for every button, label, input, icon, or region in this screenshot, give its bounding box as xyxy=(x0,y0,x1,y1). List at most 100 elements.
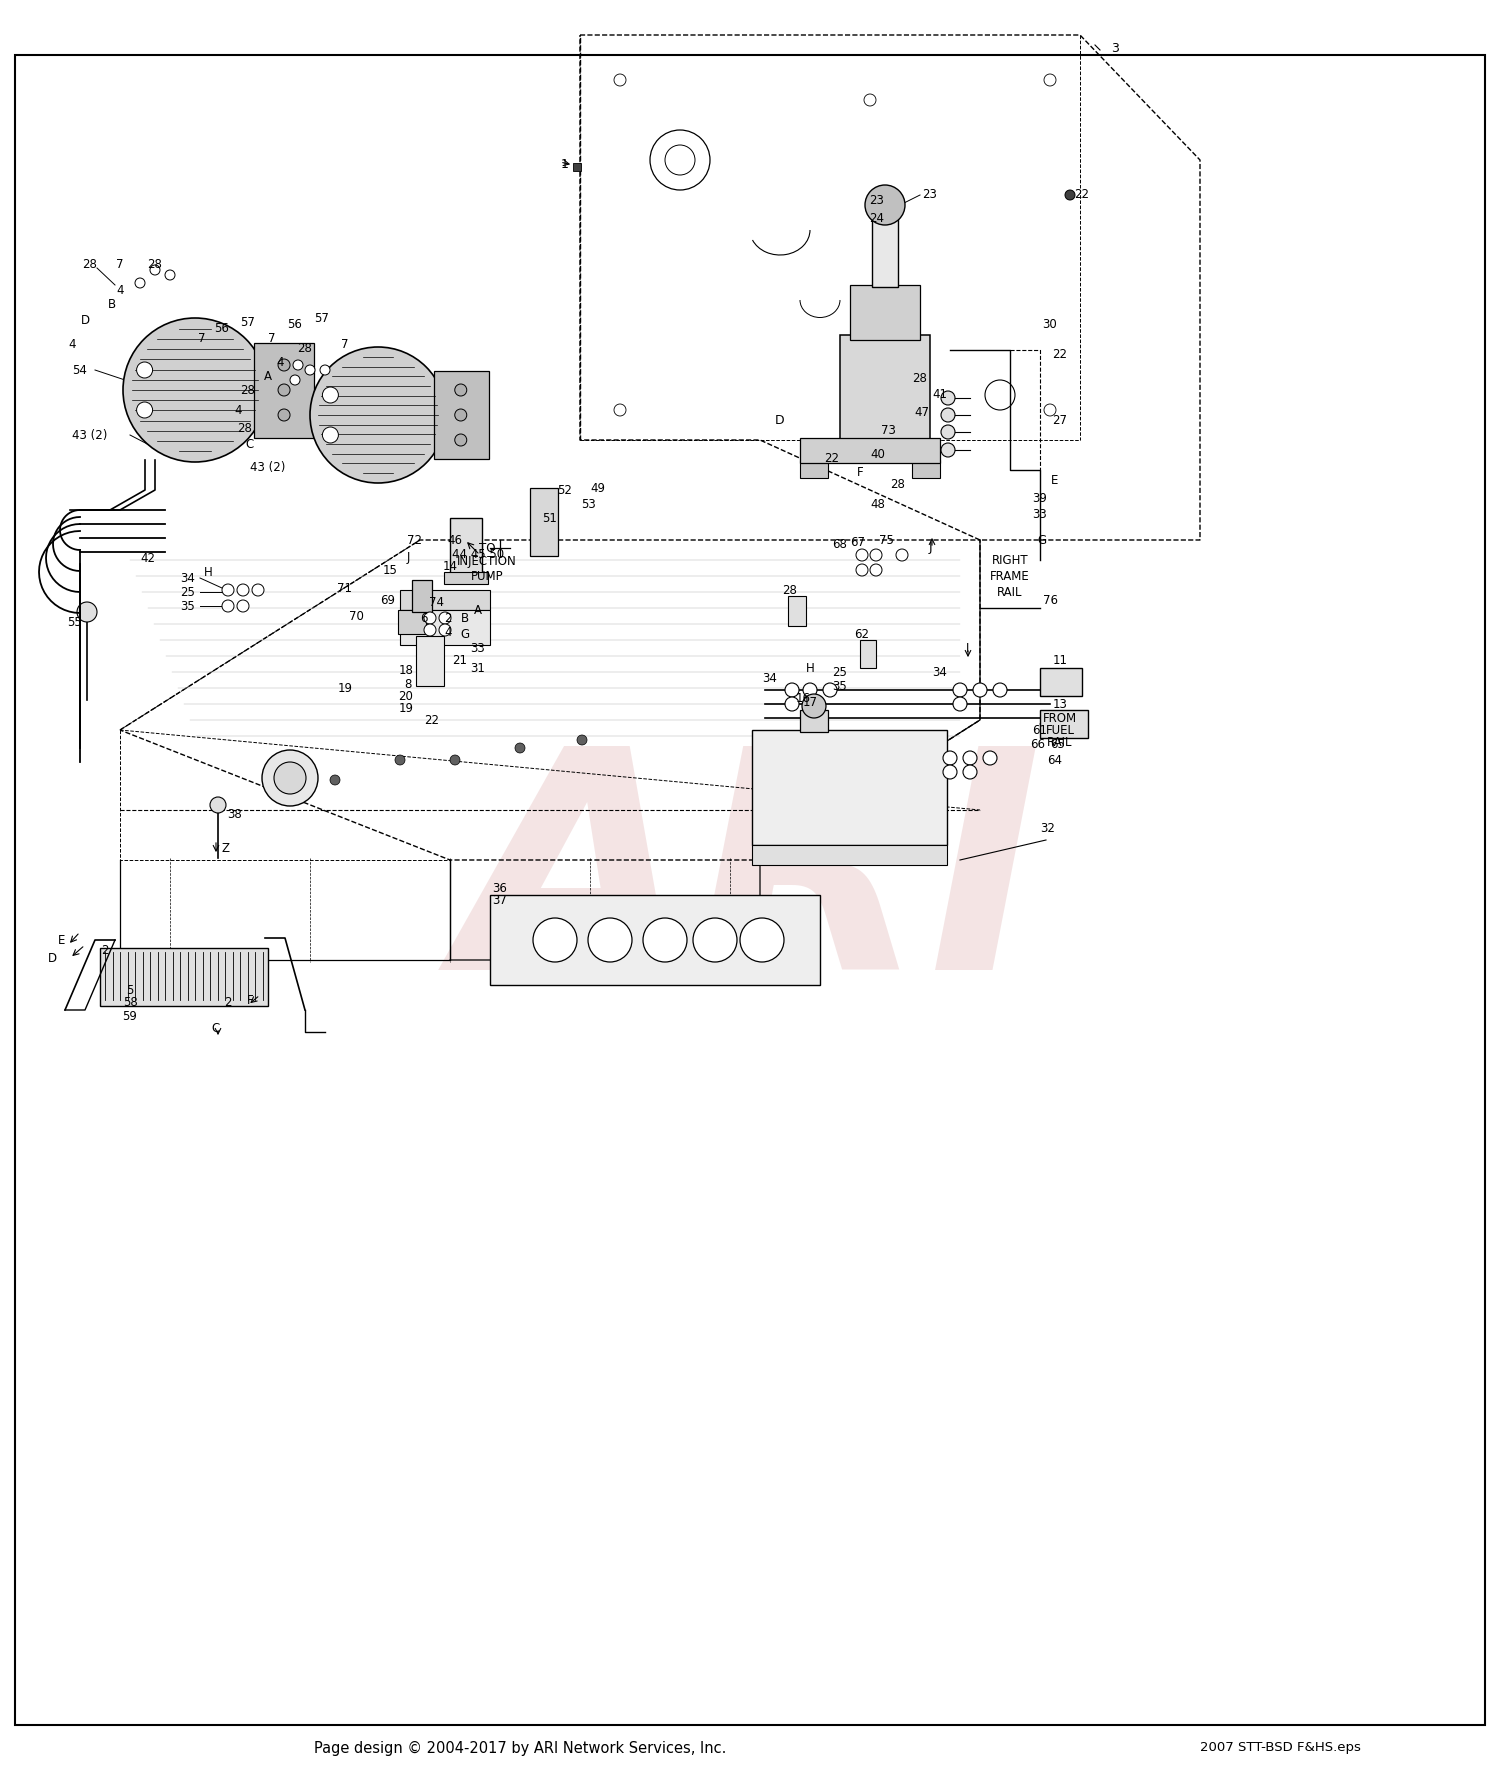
Circle shape xyxy=(440,625,452,635)
Circle shape xyxy=(644,919,687,963)
Text: 28: 28 xyxy=(240,384,255,396)
Circle shape xyxy=(278,409,290,421)
Circle shape xyxy=(940,425,956,439)
Circle shape xyxy=(802,694,826,719)
Circle shape xyxy=(896,549,908,561)
Circle shape xyxy=(993,683,1006,697)
Circle shape xyxy=(237,584,249,596)
Bar xyxy=(398,611,426,634)
Text: 17: 17 xyxy=(802,696,818,708)
Text: 23: 23 xyxy=(922,188,938,202)
Text: 22: 22 xyxy=(424,713,439,726)
Text: 69: 69 xyxy=(381,593,396,607)
Circle shape xyxy=(454,384,466,396)
Text: 22: 22 xyxy=(825,451,840,464)
Text: 48: 48 xyxy=(870,499,885,512)
Text: H: H xyxy=(806,662,814,674)
Text: 76: 76 xyxy=(1042,593,1058,607)
Text: 13: 13 xyxy=(1053,699,1068,712)
Text: 25: 25 xyxy=(833,666,848,678)
Circle shape xyxy=(135,278,146,289)
Circle shape xyxy=(856,565,868,575)
Text: 25: 25 xyxy=(180,586,195,598)
Text: INJECTION: INJECTION xyxy=(458,556,518,568)
Bar xyxy=(800,437,940,464)
Text: B: B xyxy=(460,611,470,625)
Circle shape xyxy=(210,796,226,812)
Circle shape xyxy=(330,775,340,786)
Text: 67: 67 xyxy=(850,536,865,549)
Text: J: J xyxy=(928,542,932,554)
Text: RAIL: RAIL xyxy=(1047,736,1072,749)
Text: 34: 34 xyxy=(762,671,777,685)
Circle shape xyxy=(76,602,98,621)
Circle shape xyxy=(802,683,818,697)
Circle shape xyxy=(532,919,578,963)
Text: Page design © 2004-2017 by ARI Network Services, Inc.: Page design © 2004-2017 by ARI Network S… xyxy=(314,1740,726,1756)
Circle shape xyxy=(278,384,290,396)
Text: 4: 4 xyxy=(117,283,123,297)
Text: 24: 24 xyxy=(870,211,885,225)
Text: 66: 66 xyxy=(1030,738,1045,752)
Text: 1: 1 xyxy=(561,159,568,172)
Text: 2: 2 xyxy=(225,997,231,1009)
Circle shape xyxy=(856,549,868,561)
Text: 15: 15 xyxy=(382,563,398,577)
Text: 2: 2 xyxy=(444,611,452,625)
Text: 55: 55 xyxy=(68,616,82,628)
Text: 72: 72 xyxy=(408,533,423,547)
Circle shape xyxy=(940,442,956,457)
Bar xyxy=(850,285,920,340)
Text: 16: 16 xyxy=(795,692,810,704)
Circle shape xyxy=(963,750,976,765)
Text: A: A xyxy=(264,370,272,384)
Text: 4: 4 xyxy=(234,404,242,416)
Bar xyxy=(100,949,268,1005)
Text: A: A xyxy=(474,604,482,616)
Text: 44 45 50: 44 45 50 xyxy=(452,549,504,561)
Text: 28: 28 xyxy=(147,258,162,271)
Circle shape xyxy=(784,683,800,697)
Circle shape xyxy=(982,750,998,765)
Bar xyxy=(416,635,444,687)
Bar xyxy=(1040,667,1082,696)
Bar xyxy=(859,641,876,667)
Circle shape xyxy=(424,625,436,635)
Circle shape xyxy=(322,427,339,442)
Text: 19: 19 xyxy=(338,681,352,694)
Bar xyxy=(800,710,828,733)
Bar xyxy=(450,519,482,575)
Text: 28: 28 xyxy=(297,342,312,354)
Circle shape xyxy=(454,434,466,446)
Text: 68: 68 xyxy=(833,538,848,552)
Text: FROM: FROM xyxy=(1042,712,1077,724)
Text: C: C xyxy=(211,1021,219,1034)
Circle shape xyxy=(952,697,968,712)
Text: 39: 39 xyxy=(1032,492,1047,504)
Text: 57: 57 xyxy=(240,315,255,329)
Circle shape xyxy=(870,549,882,561)
Text: 65: 65 xyxy=(1050,738,1065,752)
Circle shape xyxy=(588,919,632,963)
Text: 57: 57 xyxy=(315,312,330,324)
Text: D: D xyxy=(776,414,784,427)
Circle shape xyxy=(454,409,466,421)
Text: 28: 28 xyxy=(82,258,98,271)
Text: 31: 31 xyxy=(471,662,486,674)
Text: 22: 22 xyxy=(1074,188,1089,202)
Bar xyxy=(433,372,489,458)
Text: 70: 70 xyxy=(348,609,363,623)
Text: 6: 6 xyxy=(420,611,428,625)
Circle shape xyxy=(450,756,460,765)
Text: 28: 28 xyxy=(237,421,252,434)
Circle shape xyxy=(123,319,267,462)
Circle shape xyxy=(394,756,405,765)
Text: 40: 40 xyxy=(870,448,885,462)
Text: 28: 28 xyxy=(783,584,798,596)
Text: 32: 32 xyxy=(1041,821,1056,834)
Text: C: C xyxy=(246,439,254,451)
Text: TO: TO xyxy=(478,542,495,554)
Text: 35: 35 xyxy=(833,680,848,692)
Text: 4: 4 xyxy=(69,338,75,352)
Text: G: G xyxy=(1038,533,1047,547)
